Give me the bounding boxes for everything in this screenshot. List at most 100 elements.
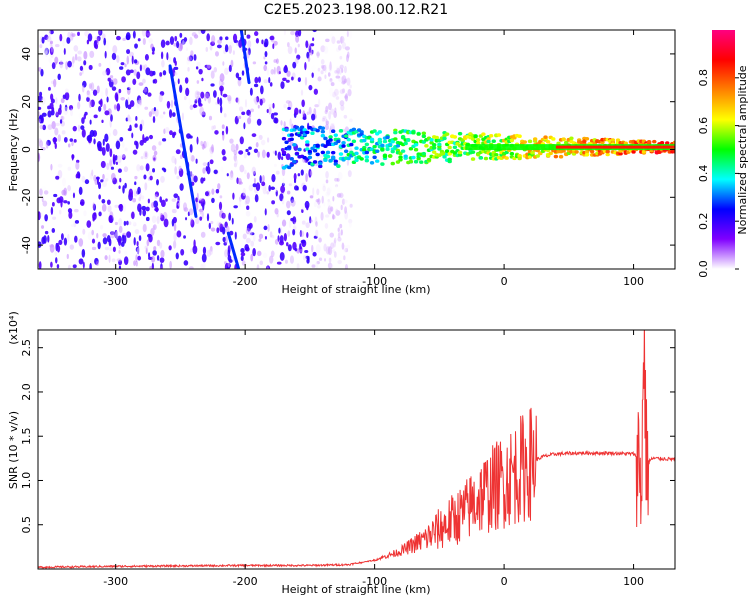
carrier-cell: [320, 129, 326, 134]
noise-cell: [223, 49, 226, 55]
noise-cell: [190, 218, 193, 225]
carrier-cell: [330, 155, 336, 160]
noise-cell: [256, 118, 262, 126]
noise-cell: [100, 160, 106, 169]
noise-cell: [150, 228, 155, 237]
noise-cell: [144, 245, 149, 250]
noise-cell: [119, 136, 124, 142]
noise-cell: [88, 99, 92, 109]
noise-cell: [173, 232, 177, 242]
carrier-cell: [318, 161, 323, 166]
noise-cell: [77, 124, 81, 132]
noise-cell: [325, 179, 329, 184]
carrier-cell: [398, 157, 403, 162]
carrier-cell: [323, 136, 328, 141]
noise-cell: [107, 205, 112, 213]
noise-cell: [102, 173, 105, 180]
noise-cell: [332, 195, 335, 202]
noise-cell: [247, 39, 252, 49]
noise-cell: [208, 222, 211, 230]
noise-cell: [153, 200, 159, 208]
noise-cell: [118, 225, 123, 234]
noise-cell: [314, 228, 319, 237]
noise-cell: [248, 113, 252, 118]
noise-cell: [290, 30, 296, 36]
noise-cell: [77, 31, 80, 37]
snr-series-line: [38, 330, 675, 569]
noise-cell: [152, 79, 155, 84]
noise-cell: [66, 37, 71, 44]
snr-x-tick-label: 100: [623, 575, 644, 588]
carrier-core: [555, 145, 675, 149]
noise-cell: [339, 55, 343, 60]
noise-cell: [118, 238, 122, 246]
noise-cell: [148, 38, 153, 44]
noise-cell: [142, 134, 145, 143]
carrier-cell: [558, 154, 564, 159]
carrier-cell: [289, 137, 294, 142]
noise-cell: [261, 181, 266, 187]
noise-cell: [289, 118, 292, 127]
noise-cell: [49, 102, 54, 110]
noise-cell: [91, 169, 94, 177]
noise-cell: [92, 89, 98, 96]
carrier-cell: [473, 134, 478, 139]
noise-cell: [233, 149, 238, 156]
noise-cell: [133, 189, 138, 197]
noise-cell: [81, 175, 86, 183]
carrier-cell: [310, 131, 315, 136]
noise-cell: [336, 67, 341, 74]
noise-cell: [299, 109, 302, 114]
carrier-cell: [457, 131, 463, 136]
noise-cell: [74, 219, 80, 224]
noise-cell: [91, 238, 96, 244]
carrier-cell: [444, 149, 450, 153]
noise-cell: [306, 205, 309, 211]
noise-cell: [63, 47, 66, 55]
noise-cell: [69, 31, 74, 41]
noise-cell: [125, 32, 131, 41]
noise-cell: [116, 258, 122, 262]
noise-cell: [335, 208, 339, 215]
noise-cell: [198, 200, 202, 204]
noise-cell: [105, 87, 108, 97]
noise-cell: [220, 105, 223, 114]
noise-cell: [285, 153, 291, 161]
noise-cell: [132, 78, 137, 85]
noise-cell: [139, 64, 143, 72]
noise-cell: [341, 88, 345, 94]
noise-cell: [172, 132, 176, 139]
noise-cell: [159, 257, 165, 263]
noise-cell: [286, 242, 289, 247]
noise-cell: [174, 166, 178, 175]
noise-cell: [284, 64, 288, 71]
carrier-cell: [488, 133, 494, 138]
noise-cell: [250, 232, 255, 236]
noise-cell: [208, 115, 213, 121]
noise-cell: [111, 258, 116, 263]
carrier-cell: [517, 153, 522, 158]
noise-cell: [296, 248, 301, 254]
noise-cell: [308, 110, 313, 116]
noise-cell: [47, 235, 50, 243]
snr-x-tick-label: -200: [233, 575, 258, 588]
noise-cell: [79, 65, 84, 71]
carrier-cell: [380, 143, 385, 148]
noise-cell: [80, 125, 85, 130]
carrier-cell: [292, 159, 297, 164]
noise-cell: [215, 188, 220, 194]
noise-cell: [156, 178, 159, 186]
noise-cell: [343, 199, 348, 204]
noise-cell: [176, 205, 179, 209]
noise-cell: [349, 203, 353, 208]
noise-cell: [38, 138, 42, 143]
noise-cell: [349, 30, 353, 39]
noise-cell: [254, 76, 259, 84]
noise-cell: [311, 244, 314, 253]
noise-cell: [314, 183, 318, 190]
noise-cell: [145, 216, 150, 222]
noise-cell: [74, 53, 78, 61]
noise-cell: [173, 66, 179, 71]
noise-cell: [84, 111, 88, 116]
